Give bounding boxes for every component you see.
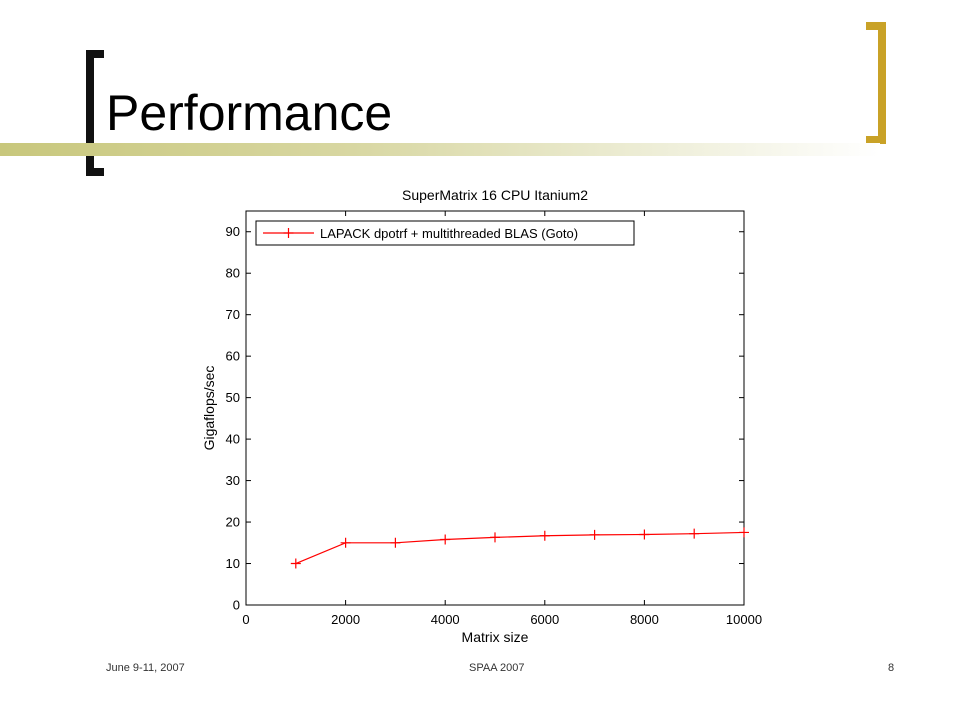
- legend-label: LAPACK dpotrf + multithreaded BLAS (Goto…: [320, 226, 578, 241]
- data-point-marker: [290, 558, 301, 569]
- data-point-marker: [340, 537, 351, 548]
- y-tick-label: 80: [226, 266, 240, 281]
- data-point-marker: [689, 528, 700, 539]
- data-point-marker: [440, 534, 451, 545]
- y-axis-label: Gigaflops/sec: [201, 366, 217, 451]
- footer-date: June 9-11, 2007: [106, 662, 185, 674]
- y-tick-label: 60: [226, 349, 240, 364]
- x-tick-label: 2000: [331, 612, 360, 627]
- x-tick-label: 10000: [726, 612, 762, 627]
- series-line: [295, 531, 745, 565]
- y-tick-label: 90: [226, 224, 240, 239]
- title-bracket-right: [866, 22, 886, 144]
- footer-conference: SPAA 2007: [469, 662, 525, 674]
- legend-box: [255, 220, 635, 246]
- x-tick-label: 4000: [431, 612, 460, 627]
- data-point-marker: [539, 530, 550, 541]
- x-tick-label: 6000: [530, 612, 559, 627]
- x-axis-label: Matrix size: [462, 629, 529, 645]
- y-tick-label: 10: [226, 556, 240, 571]
- x-tick-label: 0: [242, 612, 249, 627]
- plot-frame: [245, 210, 745, 606]
- title-bracket-left: [86, 50, 104, 176]
- y-tick-label: 20: [226, 515, 240, 530]
- slide-title: Performance: [106, 85, 393, 141]
- y-tick-label: 70: [226, 307, 240, 322]
- chart-title: SuperMatrix 16 CPU Itanium2: [402, 187, 588, 203]
- data-point-marker: [639, 529, 650, 540]
- data-point-marker: [490, 532, 500, 543]
- y-tick-label: 50: [226, 390, 240, 405]
- x-tick-label: 8000: [630, 612, 659, 627]
- y-tick-label: 0: [233, 598, 240, 613]
- title-accent-bar: [0, 143, 880, 156]
- y-tick-label: 30: [226, 473, 240, 488]
- data-point-marker: [739, 527, 749, 538]
- legend-marker-swatch: [283, 228, 294, 238]
- data-point-marker: [589, 529, 600, 540]
- data-point-marker: [390, 537, 401, 548]
- y-tick-label: 40: [226, 432, 240, 447]
- footer-page-number: 8: [888, 662, 895, 674]
